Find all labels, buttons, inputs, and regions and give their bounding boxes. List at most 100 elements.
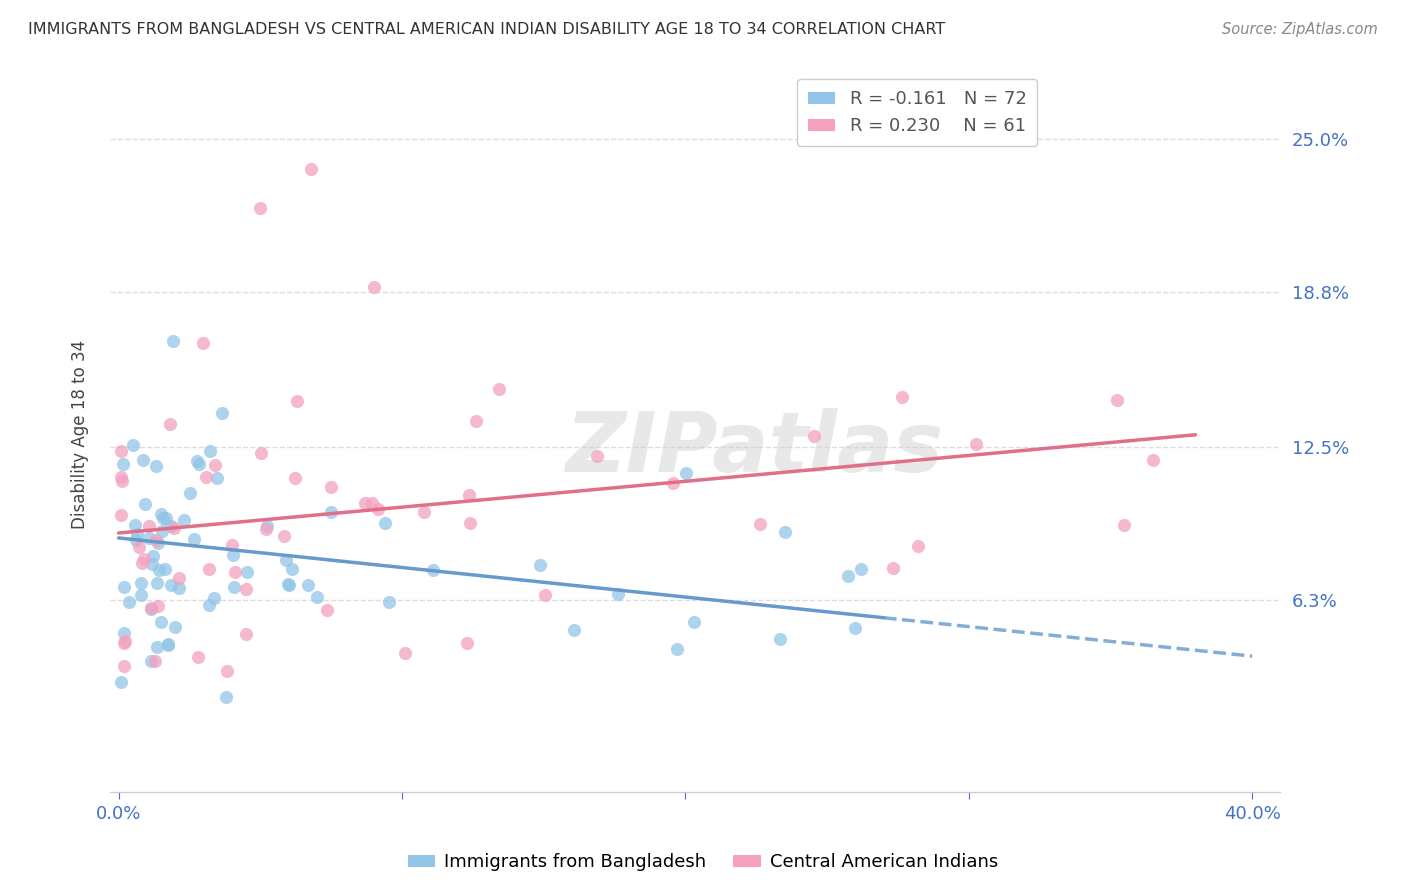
Point <box>221 538 243 552</box>
Point <box>145 640 167 655</box>
Point <box>249 201 271 215</box>
Point <box>150 524 173 538</box>
Point <box>307 590 329 604</box>
Point <box>256 519 278 533</box>
Point <box>374 516 396 530</box>
Point <box>145 459 167 474</box>
Point <box>204 458 226 472</box>
Point <box>163 620 186 634</box>
Point <box>110 675 132 690</box>
Point <box>118 595 141 609</box>
Point <box>167 581 190 595</box>
Point <box>803 429 825 443</box>
Point <box>891 390 914 404</box>
Point <box>284 471 307 485</box>
Point <box>156 637 179 651</box>
Point <box>458 516 481 530</box>
Point <box>281 562 304 576</box>
Point <box>110 470 132 484</box>
Point <box>488 382 510 396</box>
Point <box>131 453 153 467</box>
Point <box>456 636 478 650</box>
Point <box>666 642 689 657</box>
Point <box>224 565 246 579</box>
Point <box>150 507 173 521</box>
Point <box>187 29 209 43</box>
Point <box>110 444 132 458</box>
Point <box>907 539 929 553</box>
Point <box>131 556 153 570</box>
Point <box>299 161 322 176</box>
Point <box>1114 518 1136 533</box>
Y-axis label: Disability Age 18 to 34: Disability Age 18 to 34 <box>72 340 89 529</box>
Point <box>285 393 308 408</box>
Point <box>205 471 228 485</box>
Point <box>194 470 217 484</box>
Point <box>134 497 156 511</box>
Point <box>141 600 163 615</box>
Point <box>112 659 135 673</box>
Point <box>139 602 162 616</box>
Point <box>198 561 221 575</box>
Point <box>110 508 132 522</box>
Point <box>215 690 238 704</box>
Point <box>198 443 221 458</box>
Point <box>319 480 342 494</box>
Point <box>464 414 486 428</box>
Point <box>837 569 859 583</box>
Point <box>112 626 135 640</box>
Point <box>188 457 211 471</box>
Point <box>222 580 245 594</box>
Text: IMMIGRANTS FROM BANGLADESH VS CENTRAL AMERICAN INDIAN DISABILITY AGE 18 TO 34 CO: IMMIGRANTS FROM BANGLADESH VS CENTRAL AM… <box>28 22 945 37</box>
Point <box>167 571 190 585</box>
Legend: Immigrants from Bangladesh, Central American Indians: Immigrants from Bangladesh, Central Amer… <box>401 847 1005 879</box>
Point <box>354 496 377 510</box>
Point <box>849 561 872 575</box>
Point <box>132 552 155 566</box>
Point <box>367 502 389 516</box>
Point <box>141 654 163 668</box>
Point <box>148 599 170 614</box>
Point <box>422 563 444 577</box>
Point <box>124 533 146 547</box>
Point <box>1142 452 1164 467</box>
Point <box>112 636 135 650</box>
Point <box>529 558 551 572</box>
Point <box>235 582 257 596</box>
Point <box>187 649 209 664</box>
Point <box>607 587 630 601</box>
Point <box>163 521 186 535</box>
Text: ZIPatlas: ZIPatlas <box>565 409 942 490</box>
Point <box>197 598 219 612</box>
Point <box>145 533 167 548</box>
Point <box>155 511 177 525</box>
Point <box>413 505 436 519</box>
Point <box>129 576 152 591</box>
Point <box>128 541 150 555</box>
Point <box>277 577 299 591</box>
Point <box>162 334 184 348</box>
Point <box>457 488 479 502</box>
Point <box>236 565 259 579</box>
Point <box>191 336 214 351</box>
Point <box>773 524 796 539</box>
Point <box>179 486 201 500</box>
Point <box>254 522 277 536</box>
Point <box>562 624 585 638</box>
Point <box>124 517 146 532</box>
Point <box>112 580 135 594</box>
Point <box>316 603 339 617</box>
Point <box>121 438 143 452</box>
Point <box>146 536 169 550</box>
Point <box>138 531 160 545</box>
Legend: R = -0.161   N = 72, R = 0.230    N = 61: R = -0.161 N = 72, R = 0.230 N = 61 <box>797 79 1038 146</box>
Point <box>222 548 245 562</box>
Point <box>160 577 183 591</box>
Point <box>114 634 136 648</box>
Point <box>683 615 706 629</box>
Point <box>202 591 225 605</box>
Point <box>156 638 179 652</box>
Point <box>138 519 160 533</box>
Point <box>319 505 342 519</box>
Point <box>217 665 239 679</box>
